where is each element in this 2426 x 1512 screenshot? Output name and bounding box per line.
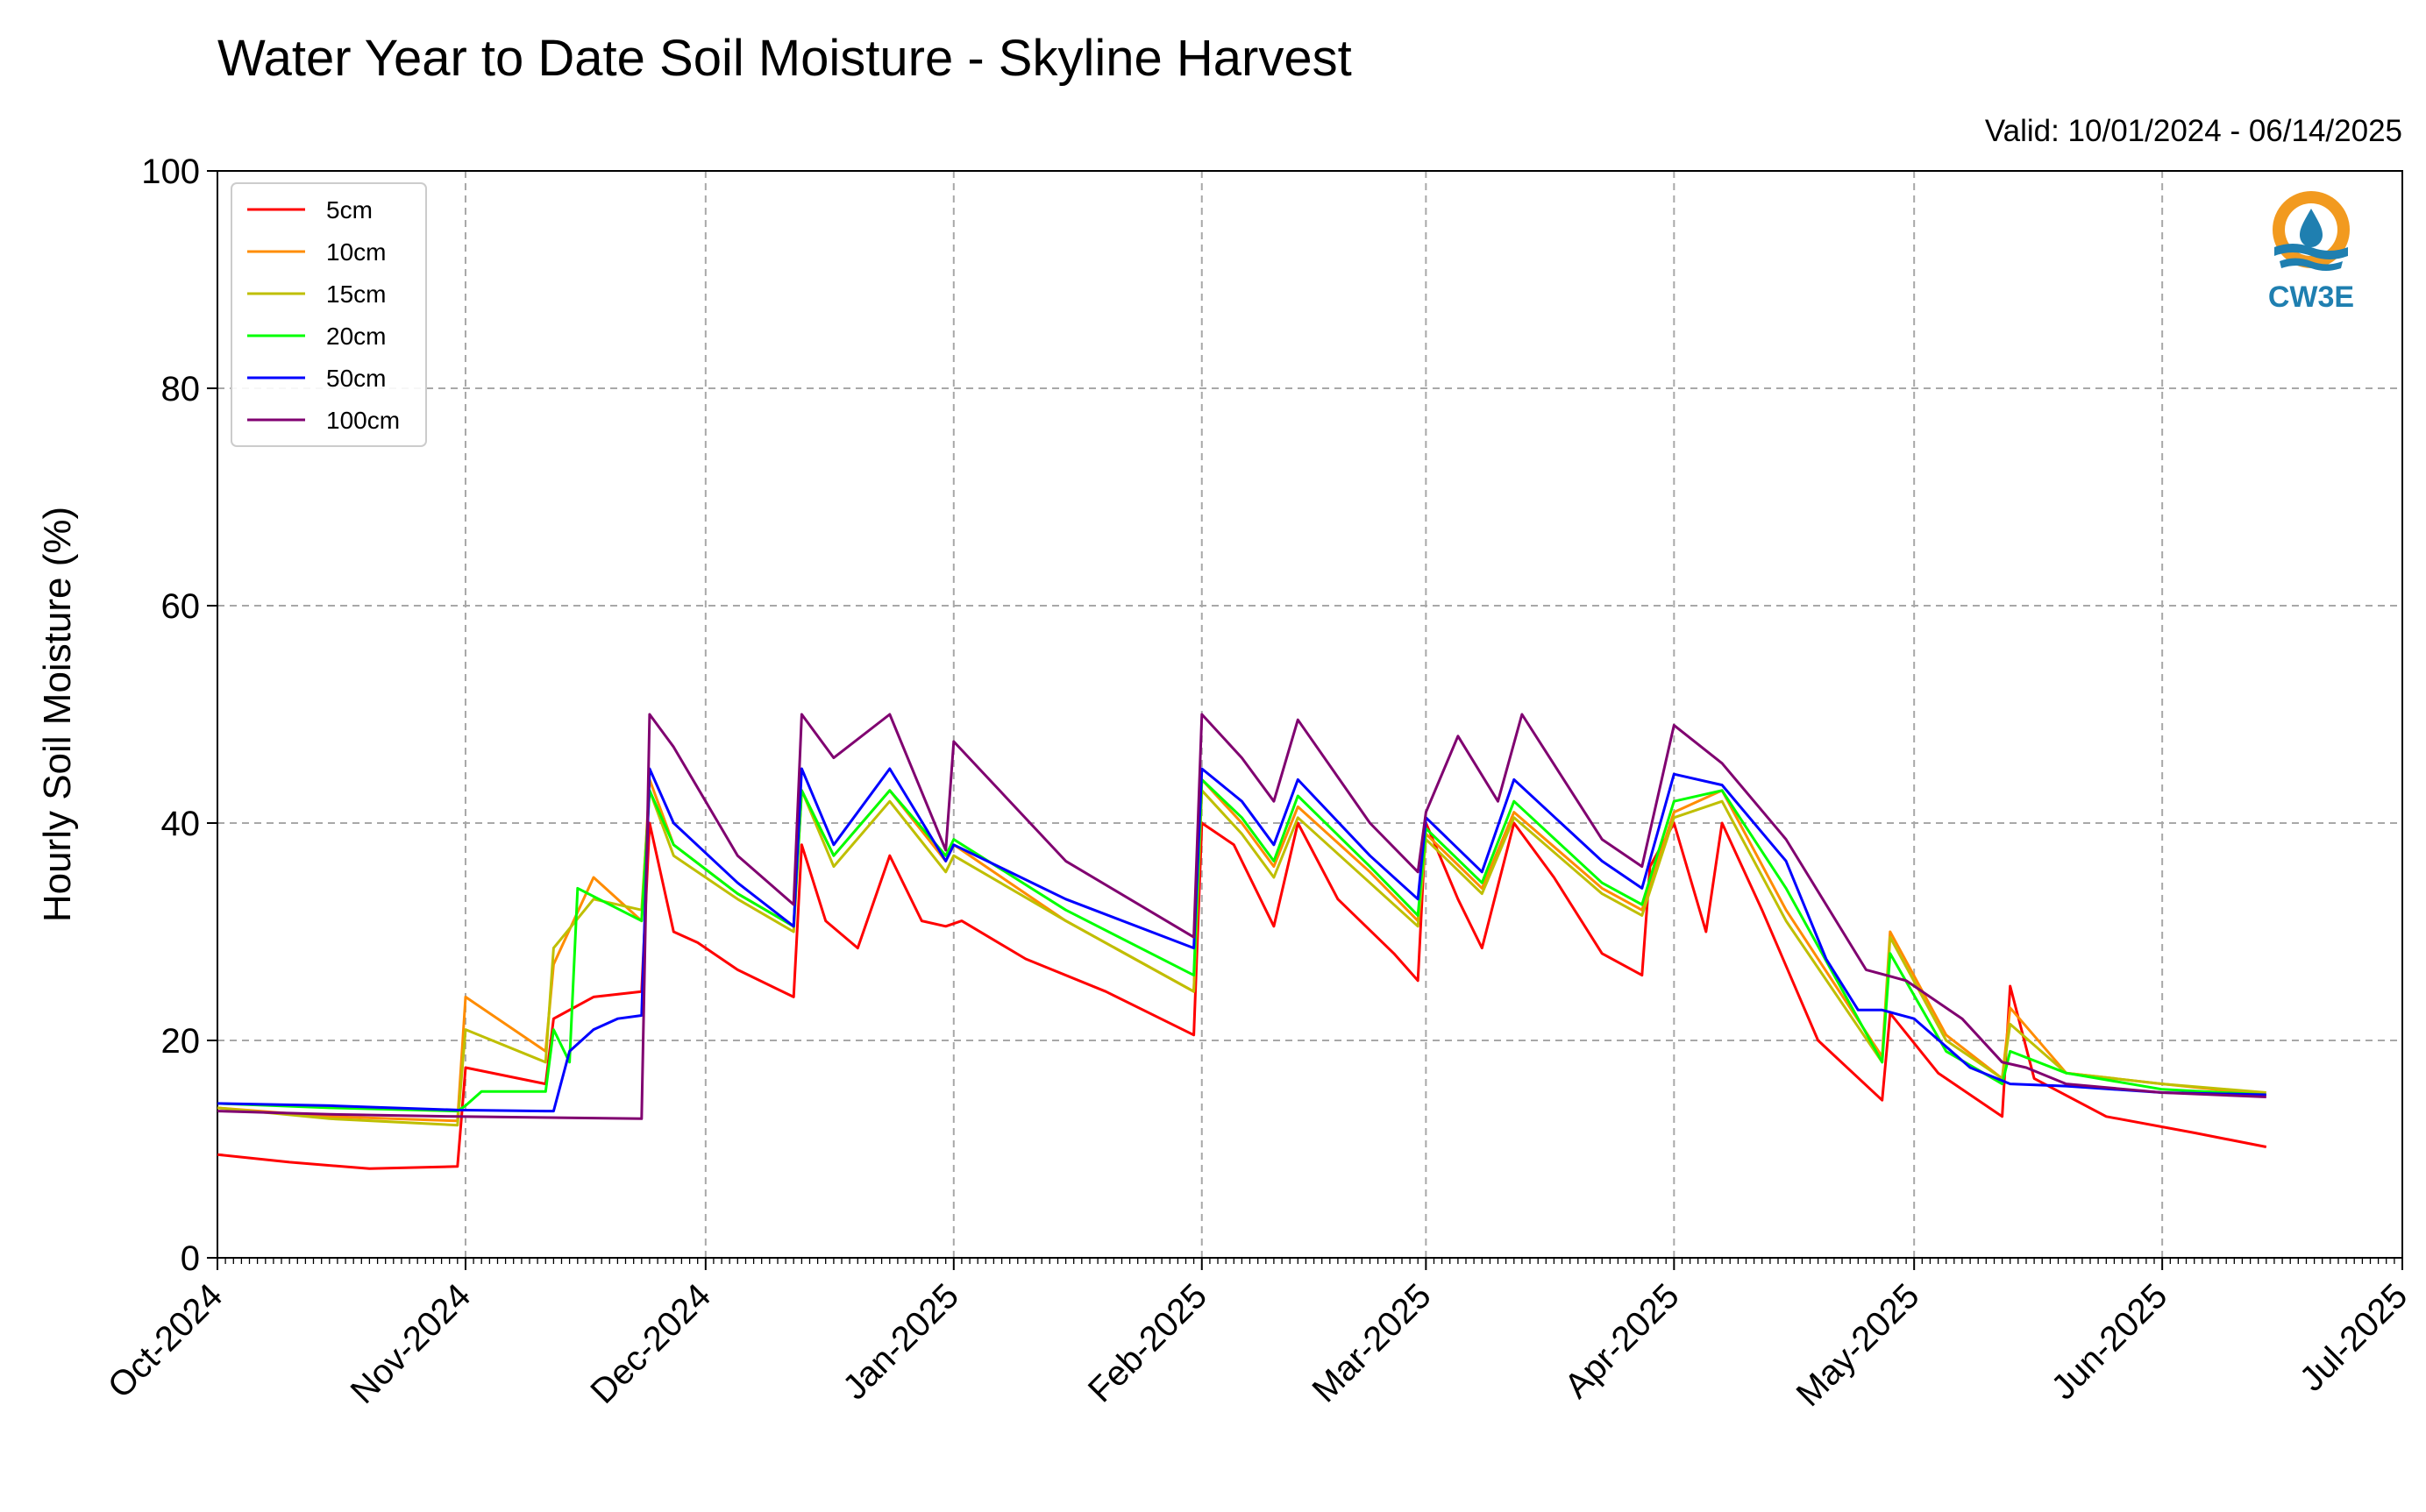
y-tick-label: 100 [141,153,200,191]
x-minor-ticks [217,1258,2403,1264]
y-tick-label: 40 [161,805,201,843]
logo-text: CW3E [2268,280,2354,314]
series-line-10cm [217,777,2266,1123]
plot-frame [217,170,2403,1259]
series-line-100cm [217,713,2266,1120]
legend-label-15cm: 15cm [326,280,386,308]
axes: 0 20 40 60 80 100 Oct-2024 Nov-2024 Dec-2024 Jan-… [101,153,2415,1414]
series-lines [217,713,2267,1170]
logo-wave-icon-2 [2280,258,2343,271]
x-tick-label: Dec-2024 [583,1276,718,1411]
cw3e-logo: CW3E [2268,191,2354,314]
x-tick-label: Nov-2024 [344,1276,479,1411]
logo-drop-icon [2300,209,2323,247]
legend-box [231,182,427,447]
logo-wave-icon [2274,244,2348,259]
x-tick-label: Jan-2025 [836,1276,966,1407]
y-tick-label: 80 [161,370,201,408]
valid-date-range: Valid: 10/01/2024 - 06/14/2025 [1985,114,2402,148]
series-line-50cm [217,767,2266,1113]
y-tick-label: 20 [161,1022,201,1061]
x-tick-label: Jul-2025 [2293,1276,2415,1399]
x-tick-label: Feb-2025 [1081,1276,1214,1409]
series-line-15cm [217,789,2266,1127]
x-tick-label: Jun-2025 [2044,1276,2174,1407]
series-line-20cm [217,777,2266,1113]
legend-label-50cm: 50cm [326,365,386,392]
x-tick-label: May-2025 [1789,1276,1927,1414]
legend-label-10cm: 10cm [326,238,386,266]
legend-label-20cm: 20cm [326,323,386,350]
y-tick-label: 60 [161,587,201,626]
grid-lines [217,171,2402,1258]
x-tick-label: Apr-2025 [1557,1276,1686,1405]
y-axis-label: Hourly Soil Moisture (%) [36,507,79,922]
x-tick-label: Mar-2025 [1305,1276,1439,1409]
legend: 5cm 10cm 15cm 20cm 50cm 100cm [231,182,427,447]
y-tick-label: 0 [181,1239,200,1278]
legend-label-5cm: 5cm [326,196,373,224]
chart-title: Water Year to Date Soil Moisture - Skyli… [217,30,1352,87]
legend-label-100cm: 100cm [326,407,400,434]
x-tick-label: Oct-2024 [101,1276,230,1405]
